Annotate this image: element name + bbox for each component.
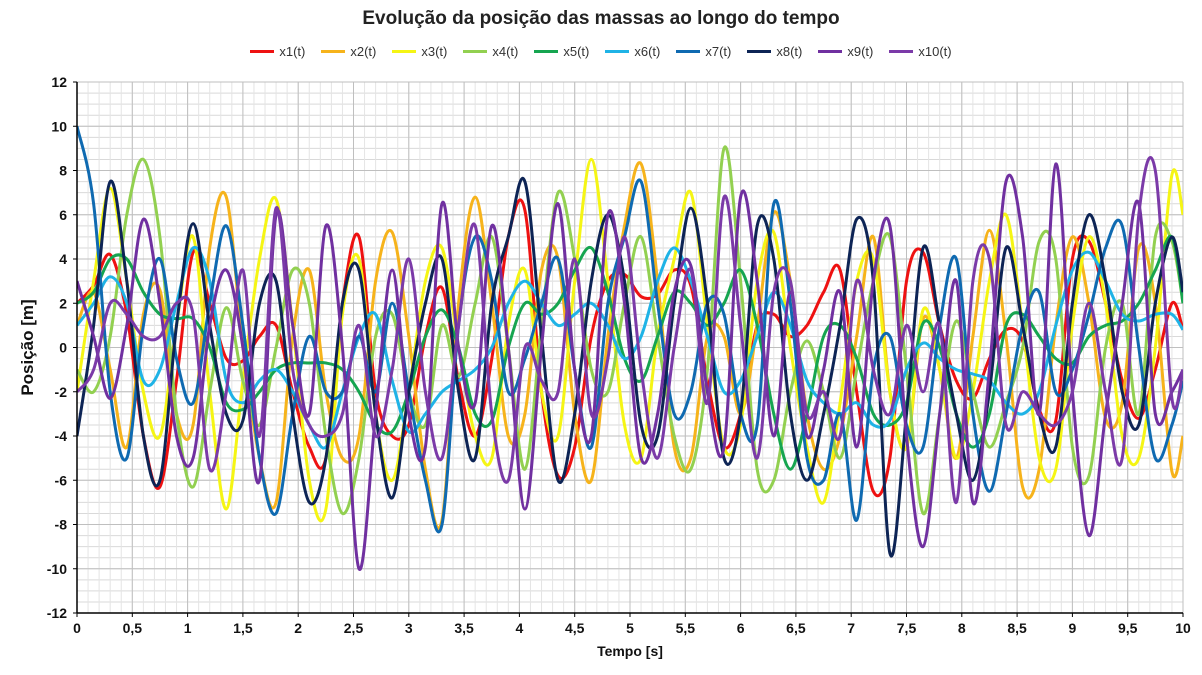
- x-tick-label: 1: [184, 620, 192, 636]
- legend-label: x2(t): [350, 44, 377, 59]
- y-tick-label: -8: [55, 517, 68, 533]
- legend-label: x3(t): [421, 44, 448, 59]
- legend-item: x6(t): [605, 44, 660, 59]
- y-tick-label: -12: [47, 605, 67, 621]
- y-tick-label: -10: [47, 561, 67, 577]
- x-tick-label: 2,5: [344, 620, 364, 636]
- legend-label: x10(t): [918, 44, 952, 59]
- legend-swatch: [321, 50, 346, 53]
- y-tick-label: 4: [59, 251, 67, 267]
- legend-item: x7(t): [676, 44, 731, 59]
- legend-swatch: [818, 50, 843, 53]
- x-tick-label: 1,5: [233, 620, 253, 636]
- chart-title: Evolução da posição das massas ao longo …: [362, 8, 840, 29]
- x-tick-label: 9: [1069, 620, 1077, 636]
- legend-label: x8(t): [776, 44, 803, 59]
- legend-swatch: [534, 50, 559, 53]
- legend-label: x1(t): [279, 44, 306, 59]
- series-line-x7t: [77, 125, 1183, 534]
- x-tick-label: 9,5: [1118, 620, 1138, 636]
- legend-item: x4(t): [463, 44, 518, 59]
- y-tick-label: 8: [59, 163, 67, 179]
- series-line-x6t: [77, 245, 1183, 450]
- legend-item: x8(t): [747, 44, 802, 59]
- y-tick-label: 10: [51, 118, 67, 134]
- x-tick-label: 7: [847, 620, 855, 636]
- legend-label: x9(t): [847, 44, 874, 59]
- x-tick-label: 0,5: [123, 620, 143, 636]
- x-tick-label: 2: [294, 620, 302, 636]
- legend-swatch: [605, 50, 630, 53]
- legend-swatch: [676, 50, 701, 53]
- y-tick-label: 2: [59, 295, 67, 311]
- x-tick-label: 10: [1175, 620, 1191, 636]
- y-axis-label: Posição [m]: [18, 299, 37, 395]
- legend-swatch: [463, 50, 488, 53]
- x-tick-label: 4,5: [565, 620, 585, 636]
- legend-swatch: [889, 50, 914, 53]
- legend-item: x3(t): [392, 44, 447, 59]
- x-tick-label: 6: [737, 620, 745, 636]
- chart-legend: x1(t) x2(t) x3(t) x4(t) x5(t) x6(t) x7(t) x8(t)…: [0, 44, 1202, 59]
- series-line-x8t: [77, 177, 1183, 558]
- series-line-x10t: [77, 156, 1183, 504]
- series-line-x9t: [77, 162, 1183, 571]
- legend-label: x5(t): [563, 44, 590, 59]
- x-axis-label: Tempo [s]: [597, 643, 663, 659]
- x-tick-label: 8: [958, 620, 966, 636]
- legend-swatch: [250, 50, 275, 53]
- legend-label: x7(t): [705, 44, 732, 59]
- x-tick-label: 4: [516, 620, 524, 636]
- x-tick-label: 8,5: [1007, 620, 1027, 636]
- y-tick-label: -6: [55, 472, 68, 488]
- legend-item: x1(t): [250, 44, 305, 59]
- x-tick-label: 5: [626, 620, 634, 636]
- x-tick-label: 3,5: [454, 620, 474, 636]
- y-tick-label: -2: [55, 384, 68, 400]
- y-tick-label: 0: [59, 340, 67, 356]
- legend-swatch: [392, 50, 417, 53]
- legend-item: x10(t): [889, 44, 952, 59]
- legend-label: x4(t): [492, 44, 519, 59]
- legend-item: x9(t): [818, 44, 873, 59]
- legend-swatch: [747, 50, 772, 53]
- x-tick-label: 7,5: [897, 620, 917, 636]
- y-tick-label: 12: [51, 74, 67, 90]
- x-tick-label: 6,5: [786, 620, 806, 636]
- x-tick-label: 0: [73, 620, 81, 636]
- x-tick-label: 5,5: [676, 620, 696, 636]
- y-tick-label: 6: [59, 207, 67, 223]
- y-tick-label: -4: [55, 428, 68, 444]
- legend-item: x5(t): [534, 44, 589, 59]
- x-tick-label: 3: [405, 620, 413, 636]
- legend-item: x2(t): [321, 44, 376, 59]
- legend-label: x6(t): [634, 44, 661, 59]
